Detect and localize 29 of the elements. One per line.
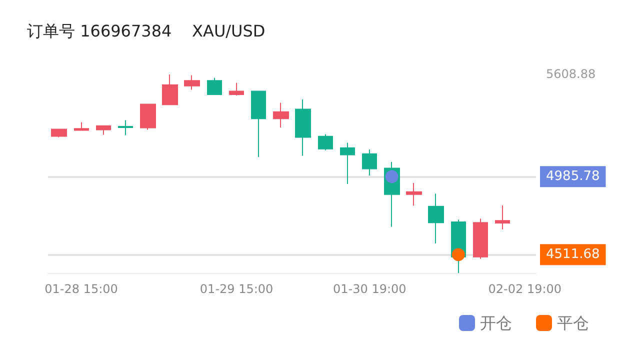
candlestick <box>140 103 156 130</box>
x-tick-label: 01-29 15:00 <box>200 282 274 296</box>
candlestick <box>362 149 377 176</box>
candlestick <box>318 134 333 151</box>
legend-label: 平仓 <box>557 314 589 332</box>
candlestick <box>495 204 510 230</box>
candlestick <box>118 120 133 136</box>
candlestick <box>96 125 111 136</box>
y-tick-label: 4985.78 <box>546 169 600 184</box>
candlestick <box>251 90 266 158</box>
candlestick <box>406 182 422 206</box>
candlestick <box>273 102 289 128</box>
candlestick <box>207 77 222 96</box>
candlestick <box>473 218 488 260</box>
y-tick-label: 5608.88 <box>546 67 596 81</box>
y-tick-label: 4511.68 <box>546 247 600 262</box>
legend-label: 开仓 <box>480 314 512 332</box>
x-tick-label: 01-30 19:00 <box>333 282 406 296</box>
candlestick <box>51 128 67 138</box>
candlestick <box>229 82 244 96</box>
chart-title: 订单号 166967384 XAU/USD <box>27 22 266 40</box>
candlestick <box>295 98 311 156</box>
x-tick-label: 01-28 15:00 <box>44 282 118 296</box>
candlestick <box>428 193 444 244</box>
candlestick <box>184 74 200 90</box>
candlestick <box>340 142 355 184</box>
candlestick <box>162 74 178 106</box>
candlestick <box>74 122 89 131</box>
x-tick-label: 02-02 19:00 <box>488 282 562 296</box>
